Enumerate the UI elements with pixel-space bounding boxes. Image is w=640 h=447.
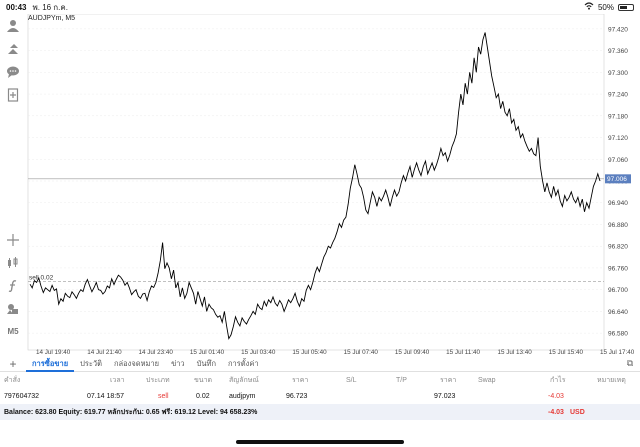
order-volume: 0.02 [196, 392, 210, 400]
y-tick-label: 97.360 [608, 48, 628, 55]
x-tick-label: 15 Jul 01:40 [190, 349, 225, 356]
x-tick-label: 15 Jul 13:40 [497, 349, 532, 356]
col-tp: T/P [396, 376, 407, 384]
chat-icon[interactable] [0, 60, 26, 83]
add-document-icon[interactable] [0, 83, 26, 106]
panel-tabs: + การซื้อขาย ประวัติ กล่องจดหมาย ข่าว บั… [0, 356, 640, 372]
order-symbol: audjpym [229, 392, 256, 400]
x-tick-label: 15 Jul 11:40 [446, 349, 480, 356]
order-row[interactable]: 797604732 07.14 18:57 sell 0.02 audjpym … [0, 388, 640, 404]
y-tick-label: 97.060 [608, 157, 628, 164]
x-tick-label: 15 Jul 05:40 [292, 349, 327, 356]
plot-frame [27, 14, 605, 351]
x-tick-label: 14 Jul 21:40 [87, 349, 122, 356]
y-tick-label: 97.180 [608, 113, 628, 120]
tab-journal[interactable]: บันทึก [196, 358, 217, 368]
currency: USD [570, 408, 585, 416]
tab-mailbox[interactable]: กล่องจดหมาย [114, 358, 160, 368]
y-tick-label: 97.240 [608, 92, 628, 99]
balance-summary: Balance: 623.80 Equity: 619.77 หลักประกั… [4, 408, 258, 416]
order-type: sell [158, 392, 169, 400]
x-tick-label: 14 Jul 19:40 [36, 349, 71, 356]
chart-grid [27, 14, 605, 351]
y-tick-label: 96.580 [608, 331, 628, 338]
x-tick-label: 14 Jul 23:40 [139, 349, 174, 356]
user-icon[interactable] [0, 14, 26, 37]
x-tick-label: 15 Jul 17:40 [600, 349, 635, 356]
col-price: ราคา [440, 376, 457, 384]
battery-icon [618, 3, 634, 11]
x-tick-label: 15 Jul 15:40 [549, 349, 584, 356]
order-time: 07.14 18:57 [87, 392, 124, 400]
col-open-price: ราคา [292, 376, 309, 384]
candles-icon[interactable] [0, 251, 26, 274]
objects-icon[interactable] [0, 297, 26, 320]
price-chart[interactable]: sell 0.02 97.420 97.360 97.300 97.240 97.180… [26, 14, 640, 356]
left-toolbar: M5 [0, 14, 26, 356]
col-sl: S/L [346, 376, 357, 384]
total-profit: -4.03 [548, 408, 564, 416]
col-time: เวลา [110, 376, 125, 384]
symbol-label: AUDJPYm, M5 [28, 15, 76, 22]
current-price-tag [605, 174, 631, 184]
order-label: sell 0.02 [29, 274, 54, 281]
col-swap: Swap [478, 376, 496, 384]
x-tick-label: 15 Jul 03:40 [241, 349, 276, 356]
order-ticket: 797604732 [4, 392, 40, 400]
col-symbol: สัญลักษณ์ [229, 376, 259, 384]
y-tick-label: 97.300 [608, 70, 628, 77]
order-price: 97.023 [434, 392, 456, 400]
tab-history[interactable]: ประวัติ [80, 358, 103, 368]
function-icon[interactable] [0, 274, 26, 297]
order-profit: -4.03 [548, 392, 564, 400]
current-price-value: 97.006 [607, 176, 627, 183]
x-tick-label: 15 Jul 07:40 [344, 349, 379, 356]
add-button[interactable]: + [9, 356, 17, 371]
y-tick-label: 96.700 [608, 287, 628, 294]
y-tick-label: 97.420 [608, 26, 628, 33]
clock: 00:43 [6, 2, 27, 12]
battery-percent: 50% [597, 2, 614, 12]
price-series-line [29, 32, 601, 340]
col-volume: ขนาด [194, 376, 213, 384]
y-tick-label: 96.880 [608, 222, 628, 229]
trade-icon[interactable] [0, 37, 26, 60]
layout-icon[interactable]: ⧉ [626, 358, 634, 368]
wifi-icon [584, 2, 594, 12]
chart-area[interactable]: sell 0.02 97.420 97.360 97.300 97.240 97.180… [26, 14, 640, 356]
crosshair-icon[interactable] [0, 228, 26, 251]
status-bar: 00:43 พ. 16 ก.ค. 50% [0, 0, 640, 14]
y-tick-label: 97.120 [608, 135, 628, 142]
orders-header: คำสั่ง เวลา ประเภท ขนาด สัญลักษณ์ ราคา S… [0, 372, 640, 388]
tab-settings[interactable]: การตั้งค่า [228, 358, 259, 368]
status-right: 50% [584, 2, 634, 12]
col-type: ประเภท [146, 376, 170, 384]
y-axis-ticks: 97.420 97.360 97.300 97.240 97.180 97.120 97.0… [608, 26, 628, 337]
tab-news[interactable]: ข่าว [171, 358, 185, 368]
balance-row: Balance: 623.80 Equity: 619.77 หลักประกั… [0, 404, 640, 420]
home-indicator [236, 440, 404, 444]
y-tick-label: 96.940 [608, 200, 628, 207]
y-tick-label: 96.820 [608, 244, 628, 251]
timeframe-button[interactable]: M5 [7, 327, 19, 336]
y-tick-label: 96.760 [608, 265, 628, 272]
col-profit: กำไร [550, 376, 566, 384]
x-axis-ticks: 14 Jul 19:40 14 Jul 21:40 14 Jul 23:40 15 J… [36, 349, 635, 356]
order-open-price: 96.723 [286, 392, 308, 400]
y-tick-label: 96.640 [608, 309, 628, 316]
tab-trade[interactable]: การซื้อขาย [26, 356, 75, 372]
date: พ. 16 ก.ค. [32, 2, 68, 12]
x-tick-label: 15 Jul 09:40 [395, 349, 430, 356]
col-ticket: คำสั่ง [4, 376, 21, 384]
col-comment: หมายเหตุ [597, 376, 626, 384]
bottom-panel: + การซื้อขาย ประวัติ กล่องจดหมาย ข่าว บั… [0, 356, 640, 447]
